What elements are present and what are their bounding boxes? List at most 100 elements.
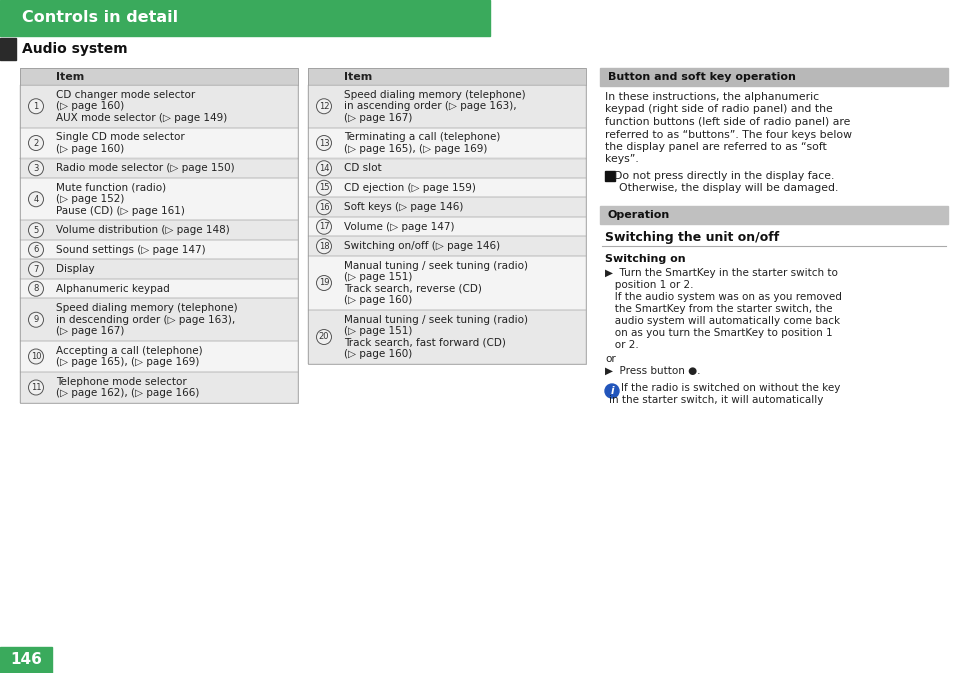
Text: Operation: Operation xyxy=(607,210,670,220)
Text: Pause (CD) (▷ page 161): Pause (CD) (▷ page 161) xyxy=(56,206,185,216)
Text: Switching the unit on/off: Switching the unit on/off xyxy=(604,231,779,244)
Bar xyxy=(308,68,585,85)
Text: 14: 14 xyxy=(318,164,329,173)
Text: ▶  Press button ●.: ▶ Press button ●. xyxy=(604,366,700,376)
Text: function buttons (left side of radio panel) are: function buttons (left side of radio pan… xyxy=(604,117,849,127)
Text: Manual tuning / seek tuning (radio): Manual tuning / seek tuning (radio) xyxy=(344,315,527,325)
Circle shape xyxy=(316,161,331,176)
Bar xyxy=(599,206,947,224)
Text: Alphanumeric keypad: Alphanumeric keypad xyxy=(56,284,170,293)
Bar xyxy=(20,127,297,159)
Text: Speed dialing memory (telephone): Speed dialing memory (telephone) xyxy=(56,304,237,313)
Text: referred to as “buttons”. The four keys below: referred to as “buttons”. The four keys … xyxy=(604,129,851,139)
Text: Sound settings (▷ page 147): Sound settings (▷ page 147) xyxy=(56,245,206,255)
Bar xyxy=(599,68,947,86)
Text: (▷ page 165), (▷ page 169): (▷ page 165), (▷ page 169) xyxy=(56,357,199,367)
Text: the display panel are referred to as “soft: the display panel are referred to as “so… xyxy=(604,142,826,152)
Bar xyxy=(20,279,297,299)
Circle shape xyxy=(316,239,331,254)
Text: Soft keys (▷ page 146): Soft keys (▷ page 146) xyxy=(344,203,463,212)
Text: Mute function (radio): Mute function (radio) xyxy=(56,183,166,192)
Text: If the radio is switched on without the key: If the radio is switched on without the … xyxy=(620,383,840,393)
Text: Terminating a call (telephone): Terminating a call (telephone) xyxy=(344,133,500,142)
Circle shape xyxy=(29,262,44,277)
Text: (▷ page 167): (▷ page 167) xyxy=(56,326,124,336)
Circle shape xyxy=(316,330,331,345)
Circle shape xyxy=(29,161,44,176)
Bar xyxy=(20,240,297,260)
Circle shape xyxy=(316,180,331,195)
Bar xyxy=(0,38,16,60)
Text: 10: 10 xyxy=(30,352,41,361)
Text: If the audio system was on as you removed: If the audio system was on as you remove… xyxy=(604,292,841,302)
Circle shape xyxy=(29,135,44,151)
Text: 7: 7 xyxy=(33,264,39,274)
Text: 18: 18 xyxy=(318,242,329,251)
Bar xyxy=(308,85,585,127)
Text: 15: 15 xyxy=(318,183,329,192)
Bar xyxy=(308,310,585,364)
Bar xyxy=(20,260,297,279)
Bar xyxy=(20,159,297,178)
Text: (▷ page 151): (▷ page 151) xyxy=(344,273,412,282)
Bar xyxy=(20,68,297,403)
Bar xyxy=(20,221,297,240)
Text: 19: 19 xyxy=(318,279,329,287)
Circle shape xyxy=(29,99,44,114)
Text: CD ejection (▷ page 159): CD ejection (▷ page 159) xyxy=(344,183,476,192)
Text: Manual tuning / seek tuning (radio): Manual tuning / seek tuning (radio) xyxy=(344,260,527,271)
Bar xyxy=(20,260,297,279)
Circle shape xyxy=(29,192,44,207)
Bar xyxy=(308,127,585,159)
Text: 6: 6 xyxy=(33,245,39,254)
Text: Audio system: Audio system xyxy=(22,42,128,56)
Text: in the starter switch, it will automatically: in the starter switch, it will automatic… xyxy=(608,395,822,405)
Text: (▷ page 160): (▷ page 160) xyxy=(56,144,124,153)
Bar xyxy=(308,68,585,364)
Text: audio system will automatically come back: audio system will automatically come bac… xyxy=(604,316,840,326)
Text: ▶  Turn the SmartKey in the starter switch to: ▶ Turn the SmartKey in the starter switc… xyxy=(604,268,837,278)
Text: on as you turn the SmartKey to position 1: on as you turn the SmartKey to position … xyxy=(604,328,832,338)
Bar xyxy=(20,127,297,159)
Text: Button and soft key operation: Button and soft key operation xyxy=(607,72,795,82)
Circle shape xyxy=(316,219,331,234)
Text: in descending order (▷ page 163),: in descending order (▷ page 163), xyxy=(56,315,235,325)
Text: 146: 146 xyxy=(10,653,42,668)
Text: AUX mode selector (▷ page 149): AUX mode selector (▷ page 149) xyxy=(56,113,227,122)
Text: 2: 2 xyxy=(33,139,38,147)
Bar xyxy=(20,279,297,299)
Bar xyxy=(308,127,585,159)
Text: keypad (right side of radio panel) and the: keypad (right side of radio panel) and t… xyxy=(604,104,832,114)
Text: in ascending order (▷ page 163),: in ascending order (▷ page 163), xyxy=(344,101,517,111)
Bar xyxy=(308,159,585,178)
Circle shape xyxy=(29,281,44,296)
Bar xyxy=(308,256,585,310)
Text: or 2.: or 2. xyxy=(604,340,639,350)
Text: Track search, fast forward (CD): Track search, fast forward (CD) xyxy=(344,338,505,348)
Text: Radio mode selector (▷ page 150): Radio mode selector (▷ page 150) xyxy=(56,164,234,173)
Bar xyxy=(308,236,585,256)
Text: the SmartKey from the starter switch, the: the SmartKey from the starter switch, th… xyxy=(604,304,832,314)
Bar xyxy=(20,372,297,403)
Text: Accepting a call (telephone): Accepting a call (telephone) xyxy=(56,346,202,356)
Bar xyxy=(308,159,585,178)
Circle shape xyxy=(29,242,44,257)
Text: 3: 3 xyxy=(33,164,39,173)
Bar xyxy=(308,178,585,197)
Text: (▷ page 151): (▷ page 151) xyxy=(344,326,412,336)
Text: (▷ page 162), (▷ page 166): (▷ page 162), (▷ page 166) xyxy=(56,388,199,398)
Bar xyxy=(20,299,297,341)
Bar xyxy=(20,68,297,85)
Circle shape xyxy=(604,384,618,398)
Text: Volume distribution (▷ page 148): Volume distribution (▷ page 148) xyxy=(56,225,230,236)
Bar xyxy=(308,197,585,217)
Text: (▷ page 160): (▷ page 160) xyxy=(344,295,412,306)
Bar xyxy=(308,217,585,236)
Bar xyxy=(0,0,490,36)
Bar xyxy=(20,341,297,372)
Bar xyxy=(20,221,297,240)
Bar xyxy=(20,85,297,127)
Bar xyxy=(308,85,585,127)
Bar xyxy=(20,68,297,85)
Bar xyxy=(20,240,297,260)
